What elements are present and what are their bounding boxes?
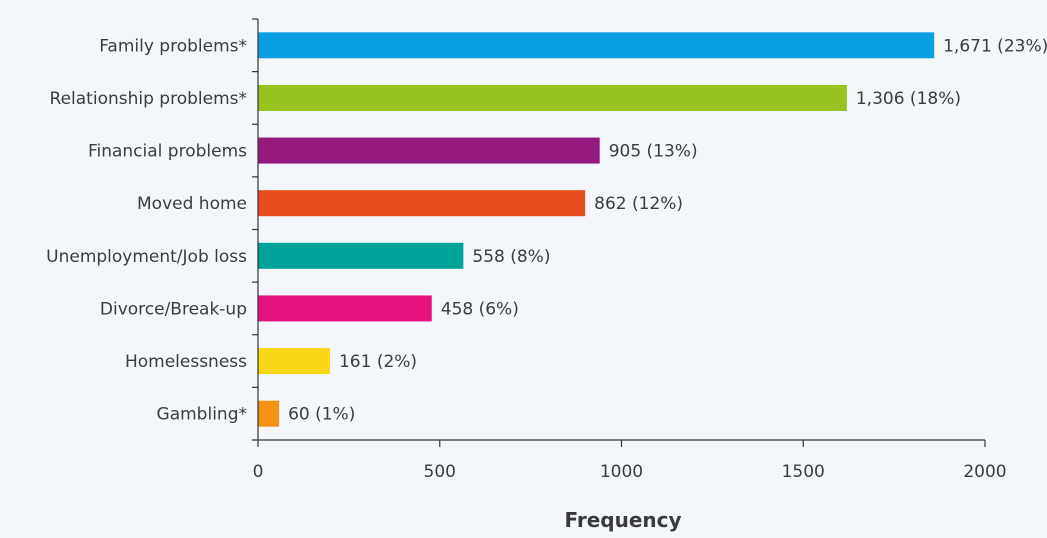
category-label: Moved home [137, 194, 247, 214]
bars-layer [258, 32, 935, 427]
x-axis-title: Frequency [564, 508, 681, 532]
x-tick-label: 1000 [600, 462, 643, 482]
bar-5 [258, 295, 432, 322]
bar-1 [258, 84, 847, 111]
bar-6 [258, 348, 330, 375]
category-label: Family problems* [99, 36, 247, 56]
x-tick-label: 500 [424, 462, 456, 482]
data-label: 458 (6%) [441, 299, 519, 319]
data-label: 862 (12%) [594, 194, 683, 214]
category-label: Divorce/Break-up [100, 299, 247, 319]
bar-0 [258, 32, 935, 59]
data-label: 1,306 (18%) [856, 89, 961, 109]
category-label: Homelessness [125, 352, 247, 372]
category-label: Unemployment/Job loss [46, 247, 247, 267]
data-label: 905 (13%) [609, 142, 698, 162]
data-label: 1,671 (23%) [943, 36, 1047, 56]
labels-layer: Family problems* 1,671 (23%) Relationship … [46, 36, 1047, 424]
x-tick-label: 2000 [963, 462, 1006, 482]
bar-2 [258, 137, 600, 164]
data-label: 558 (8%) [472, 247, 550, 267]
bar-3 [258, 190, 586, 217]
category-label: Relationship problems* [50, 89, 247, 109]
x-tick-label: 1500 [782, 462, 825, 482]
x-tick-label: 0 [253, 462, 264, 482]
category-label: Gambling* [157, 405, 247, 425]
bar-7 [258, 400, 280, 427]
data-label: 161 (2%) [339, 352, 417, 372]
data-label: 60 (1%) [288, 405, 355, 425]
axes-layer: 0 500 1000 1500 2000 [252, 18, 1007, 482]
category-label: Financial problems [88, 142, 247, 162]
bar-4 [258, 242, 464, 269]
